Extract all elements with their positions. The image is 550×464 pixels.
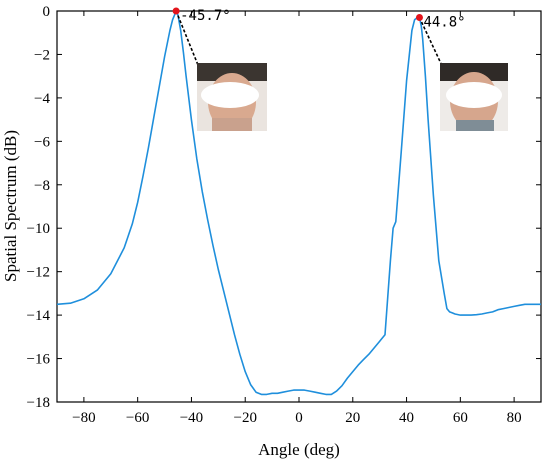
x-tick-label: −40 [180,410,203,426]
y-tick-label: −8 [34,178,50,194]
x-tick-label: 60 [453,410,468,426]
x-tick-label: 20 [345,410,360,426]
y-tick-label: −4 [34,91,50,107]
x-tick-label: −60 [126,410,149,426]
y-axis-title: Spatial Spectrum (dB) [1,130,20,282]
x-tick-label: 0 [295,410,303,426]
peak-label: -45.7° [180,8,231,24]
x-axis-title: Angle (deg) [258,440,340,459]
y-tick-label: 0 [43,4,51,20]
peak-marker [415,14,423,22]
y-tick-label: −6 [34,134,50,150]
tick-labels: −80 −60 −40 −20 0 20 40 60 80 0 −2 −4 −6 −8 −10 −12 −14 −… [27,4,522,426]
face-photo-right [440,63,508,131]
face-thumbnails [197,63,508,131]
tick-marks [57,10,541,403]
y-tick-label: −16 [27,352,51,368]
y-tick-label: −12 [27,265,50,281]
x-tick-label: 40 [399,410,414,426]
face-photo-left [197,63,267,131]
x-tick-label: −20 [233,410,256,426]
y-tick-label: −2 [34,47,50,63]
peak-label: 44.8° [423,15,465,31]
peak-marker [172,7,180,15]
x-tick-label: 80 [507,410,522,426]
peak-annotations: -45.7° 44.8° [172,7,466,71]
peak-leader-line [175,10,201,71]
y-tick-label: −10 [27,221,50,237]
y-tick-label: −14 [27,308,51,324]
y-tick-label: −18 [27,395,50,411]
x-tick-label: −80 [72,410,95,426]
